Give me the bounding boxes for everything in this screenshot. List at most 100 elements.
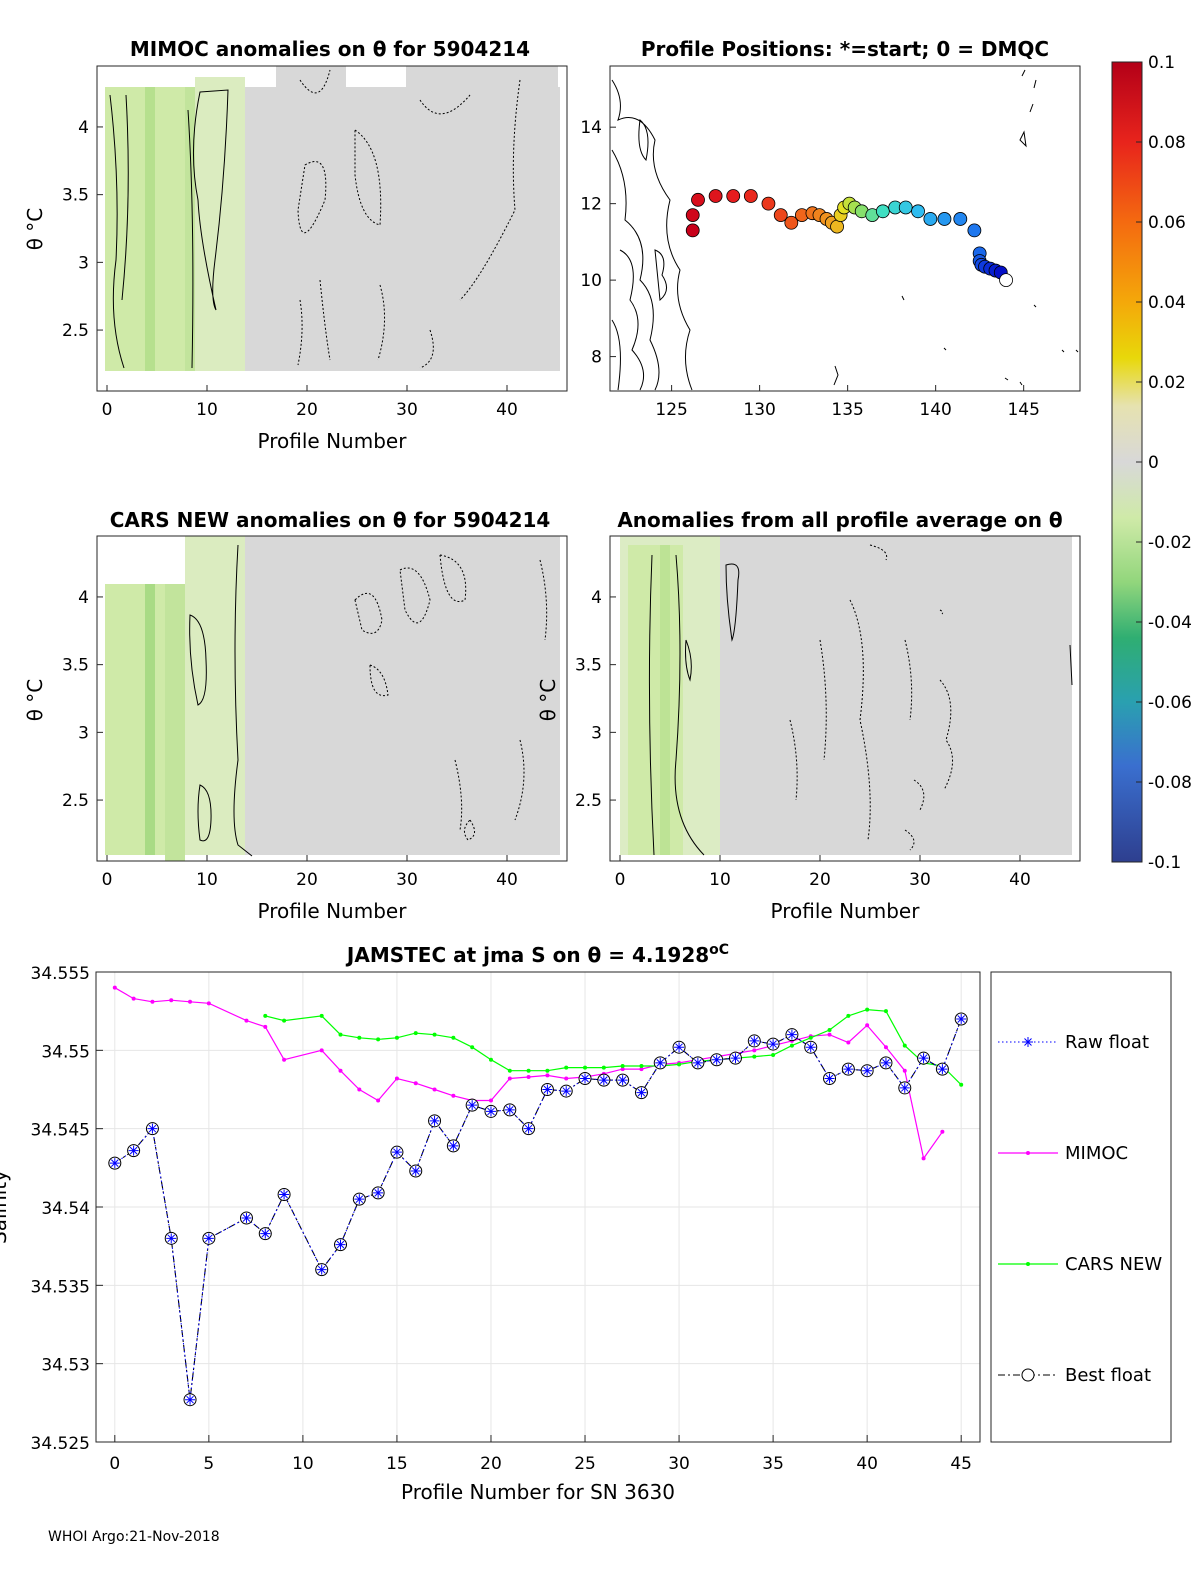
raw-float-point [880, 1057, 891, 1068]
panel_mimoc-xtick-label: 30 [396, 400, 418, 420]
raw-float-point [147, 1123, 158, 1134]
positions-yticks: 8 10 12 14 [580, 118, 616, 368]
track-point [898, 200, 913, 215]
positions-xtick-label: 135 [831, 400, 863, 420]
cars-point [677, 1062, 682, 1067]
colorbar-gradient [1111, 61, 1143, 863]
panel_mimoc-ytick-label: 3.5 [62, 186, 89, 206]
panel_allavg-ytick-label: 4 [591, 588, 602, 608]
legend-marker-mimoc [1026, 1151, 1030, 1155]
allavg-ylabel: θ °C [536, 679, 560, 722]
cars-point [620, 1064, 625, 1068]
mimoc-point [112, 985, 117, 990]
salinity-xticks: 0 5 10 15 20 25 30 35 40 45 [109, 1435, 972, 1474]
mimoc-contour-solid-2 [187, 89, 229, 369]
raw-float-point [523, 1123, 534, 1134]
mimoc-point [394, 1076, 399, 1081]
allavg-yticks: 2.5 3 3.5 4 [575, 588, 616, 811]
mimoc-point [865, 1023, 870, 1028]
mimoc-point [150, 999, 155, 1004]
colorbar-tick-label: -0.02 [1148, 533, 1192, 553]
raw-float-point [373, 1187, 384, 1198]
track-point [708, 189, 723, 203]
cars-point [883, 1009, 888, 1014]
mimoc-point [846, 1040, 851, 1045]
raw-float-point [166, 1233, 177, 1244]
panel_mimoc-ytick-label: 2.5 [62, 321, 89, 341]
legend-marker-raw-float [1023, 1037, 1033, 1047]
panel_mimoc-xtick-label: 20 [296, 400, 318, 420]
panel_cars-ytick-label: 2.5 [62, 791, 89, 811]
raw-float-point [203, 1233, 214, 1244]
track-point [784, 215, 799, 230]
raw-float-point [824, 1073, 835, 1084]
mimoc-point [319, 1048, 324, 1053]
mimoc-gray-top-1 [276, 66, 346, 87]
cars-contour-solid [189, 544, 253, 857]
cars-point [808, 1035, 813, 1040]
raw-float-point [241, 1212, 252, 1223]
panel_mimoc-ytick-label: 4 [78, 118, 89, 138]
cars-point [338, 1032, 343, 1037]
cars-ylabel: θ °C [23, 679, 47, 722]
cars-point [902, 1043, 907, 1048]
salinity-xtick-label: 5 [203, 1454, 214, 1474]
mimoc-point [357, 1087, 362, 1092]
track-point [685, 208, 700, 223]
salinity-chart-title-unit: oC [709, 942, 729, 958]
cars-point [846, 1013, 851, 1018]
raw-float-point [561, 1086, 572, 1097]
panel_allavg-ytick-label: 2.5 [575, 791, 602, 811]
colorbar-tick-label: 0.1 [1148, 53, 1175, 73]
colorbar-tick-label: -0.06 [1148, 693, 1192, 713]
track-point [726, 189, 741, 203]
mimoc-point [413, 1081, 418, 1086]
mimoc-point [338, 1068, 343, 1073]
cars-point [752, 1054, 757, 1059]
panel_allavg-xtick-label: 30 [909, 870, 931, 890]
footer-credit: WHOI Argo:21-Nov-2018 [48, 1529, 220, 1545]
salinity-xlabel: Profile Number for SN 3630 [401, 1480, 675, 1504]
salinity-xtick-label: 25 [574, 1454, 596, 1474]
raw-float-point [185, 1394, 196, 1405]
cars-point [263, 1013, 268, 1018]
salinity-chart-title: JAMSTEC at jma S on θ = 4.1928oC [345, 942, 729, 967]
cars-point [357, 1035, 362, 1040]
salinity-ytick-label: 34.545 [31, 1121, 90, 1141]
raw-float-point [937, 1064, 948, 1075]
legend-items: Raw float MIMOC CARS NEW Best float [998, 1032, 1162, 1386]
cars-point [319, 1013, 324, 1018]
salinity-ytick-label: 34.525 [31, 1434, 90, 1454]
track-point [875, 204, 890, 219]
raw-float-point [260, 1228, 271, 1239]
mimoc-point [639, 1067, 644, 1072]
raw-float-point [918, 1053, 929, 1064]
cars-light-band [185, 536, 245, 855]
mimoc-contour-solid-1 [109, 94, 129, 369]
salinity-yticks: 34.525 34.53 34.535 34.54 34.545 34.55 34.555 [31, 964, 103, 1454]
panel-allavg-frame [609, 535, 1081, 862]
mimoc-contour-dotted [297, 69, 521, 369]
colorbar-tick-label: 0.08 [1148, 133, 1186, 153]
panel_mimoc-ytick-label: 3 [78, 253, 89, 273]
allavg-contour-solid [648, 554, 1073, 856]
panel-allavg-title: Anomalies from all profile average on θ [617, 508, 1062, 532]
mimoc-point [752, 1048, 757, 1053]
cars-xlabel: Profile Number [258, 899, 408, 923]
cars-point [601, 1065, 606, 1070]
panel_cars-xtick-label: 30 [396, 870, 418, 890]
track-point [685, 223, 700, 238]
panel-positions-bg [610, 66, 1080, 391]
raw-float-point [674, 1042, 685, 1053]
panel-cars-frame [96, 535, 568, 862]
legend-label: Best float [1065, 1365, 1151, 1386]
mimoc-point [131, 996, 136, 1001]
track-point [773, 208, 788, 223]
raw-float-point [580, 1073, 591, 1084]
raw-float-point [786, 1029, 797, 1040]
salinity-xtick-label: 10 [292, 1454, 314, 1474]
panel_allavg-xtick-label: 0 [615, 870, 626, 890]
coastline [611, 79, 693, 391]
legend-label: Raw float [1065, 1032, 1149, 1053]
